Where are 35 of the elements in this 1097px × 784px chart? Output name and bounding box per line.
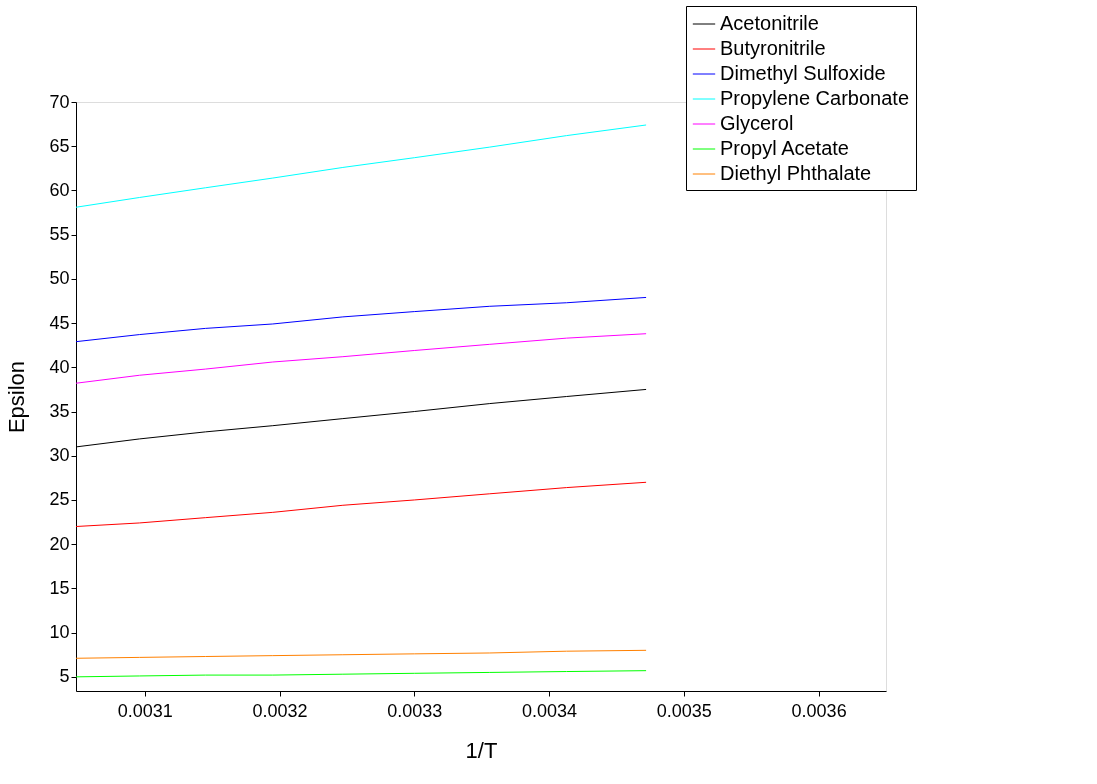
y-tick-label: 15 — [49, 577, 70, 598]
y-axis-title: Epsilon — [4, 360, 30, 434]
x-tick-label: 0.0036 — [791, 700, 847, 721]
legend-label: Dimethyl Sulfoxide — [720, 62, 886, 84]
legend-label: Propylene Carbonate — [720, 87, 910, 109]
line-series — [76, 124, 647, 208]
y-tick-label: 55 — [49, 224, 70, 245]
x-tick-label: 0.0034 — [522, 700, 578, 721]
line-series — [76, 333, 647, 384]
legend-label: Glycerol — [720, 112, 794, 134]
y-tick-label: 5 — [59, 666, 70, 687]
y-tick-label: 60 — [49, 179, 70, 200]
line-series — [76, 296, 647, 343]
y-tick-label: 35 — [49, 401, 70, 422]
y-tick-label: 20 — [49, 533, 70, 554]
x-tick-label: 0.0032 — [252, 700, 308, 721]
legend-label: Propyl Acetate — [720, 137, 849, 159]
line-series — [76, 481, 647, 528]
y-tick-label: 70 — [49, 91, 70, 112]
x-tick-label: 0.0035 — [656, 700, 712, 721]
y-tick-label: 30 — [49, 445, 70, 466]
y-tick-label: 45 — [49, 312, 70, 333]
x-tick-label: 0.0031 — [117, 700, 173, 721]
y-tick-label: 50 — [49, 268, 70, 289]
legend-label: Acetonitrile — [720, 12, 819, 34]
y-tick-label: 25 — [49, 489, 70, 510]
y-tick-label: 65 — [49, 135, 70, 156]
x-tick-label: 0.0033 — [387, 700, 443, 721]
x-axis-title: 1/T — [465, 737, 498, 763]
legend-label: Diethyl Phthalate — [720, 162, 872, 184]
line-series — [76, 649, 647, 659]
y-tick-label: 10 — [49, 622, 70, 643]
line-series — [76, 670, 647, 678]
legend-label: Butyronitrile — [720, 37, 826, 59]
y-tick-label: 40 — [49, 356, 70, 377]
